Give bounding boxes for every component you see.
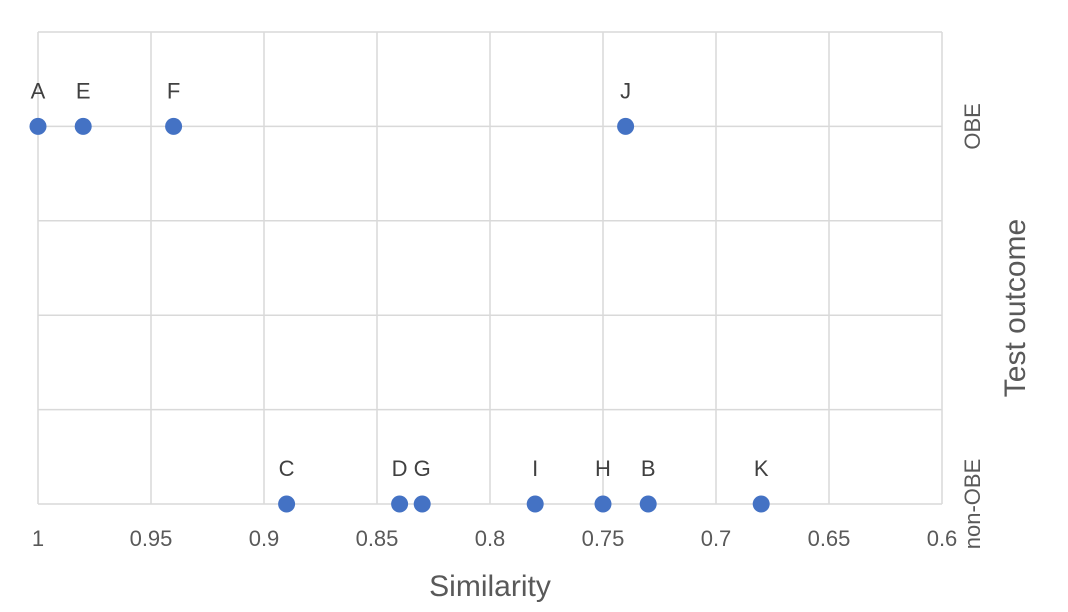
- data-points: [29, 117, 770, 513]
- data-labels: A E F J C D G I H B K: [31, 78, 769, 481]
- data-point: [165, 117, 183, 135]
- data-point: [391, 495, 409, 513]
- x-tick-label: 0.85: [356, 526, 399, 551]
- grid-layer: [37, 31, 943, 505]
- x-tick-label: 0.75: [582, 526, 625, 551]
- x-tick-label: 0.8: [475, 526, 506, 551]
- data-label: D: [392, 456, 408, 481]
- data-label: F: [167, 78, 180, 103]
- data-label: C: [279, 456, 295, 481]
- data-point: [413, 495, 431, 513]
- x-tick-labels: 1 0.95 0.9 0.85 0.8 0.75 0.7 0.65 0.6: [32, 526, 957, 551]
- data-label: A: [31, 78, 46, 103]
- x-tick-label: 0.6: [927, 526, 958, 551]
- y-category-labels: non-OBE OBE: [960, 103, 985, 549]
- data-point: [278, 495, 296, 513]
- data-point: [639, 495, 657, 513]
- data-point: [617, 117, 635, 135]
- data-label: J: [620, 78, 631, 103]
- y-category-label: non-OBE: [960, 459, 985, 550]
- data-point: [29, 117, 47, 135]
- x-tick-label: 0.7: [701, 526, 732, 551]
- data-point: [526, 495, 544, 513]
- x-axis-title: Similarity: [429, 570, 551, 603]
- data-label: K: [754, 456, 769, 481]
- data-label: G: [414, 456, 431, 481]
- data-label: H: [595, 456, 611, 481]
- data-label: I: [532, 456, 538, 481]
- y-axis-title: Test outcome: [999, 219, 1032, 397]
- data-label: B: [641, 456, 656, 481]
- data-point: [594, 495, 612, 513]
- data-point: [74, 117, 92, 135]
- data-point: [752, 495, 770, 513]
- y-category-label: OBE: [960, 103, 985, 149]
- x-tick-label: 0.95: [130, 526, 173, 551]
- x-tick-label: 0.9: [249, 526, 280, 551]
- x-tick-label: 1: [32, 526, 44, 551]
- data-label: E: [76, 78, 91, 103]
- x-tick-label: 0.65: [808, 526, 851, 551]
